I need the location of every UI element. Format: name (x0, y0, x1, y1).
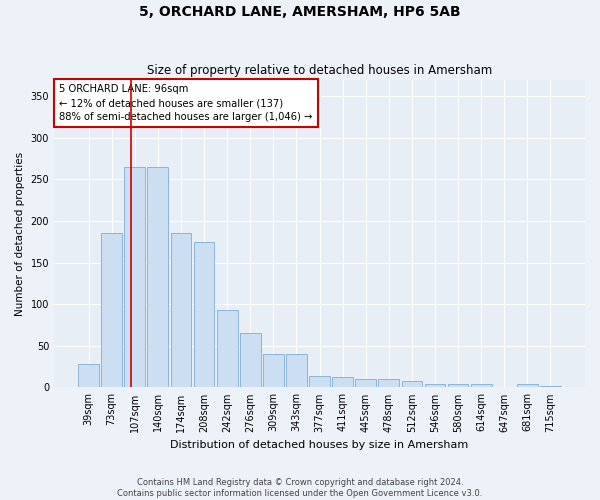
Bar (194, 242, 214, 388)
Text: Contains HM Land Registry data © Crown copyright and database right 2024.
Contai: Contains HM Land Registry data © Crown c… (118, 478, 482, 498)
Bar (517, 384, 538, 388)
Bar (101, 234, 122, 388)
Y-axis label: Number of detached properties: Number of detached properties (15, 152, 25, 316)
Bar (355, 379, 376, 388)
Bar (401, 381, 422, 388)
X-axis label: Distribution of detached houses by size in Amersham: Distribution of detached houses by size … (170, 440, 469, 450)
Bar (494, 386, 515, 388)
Bar (309, 376, 330, 388)
Bar (78, 364, 99, 388)
Bar (286, 354, 307, 388)
Bar (540, 386, 561, 388)
Title: Size of property relative to detached houses in Amersham: Size of property relative to detached ho… (147, 64, 492, 77)
Bar (379, 379, 399, 388)
Text: 5 ORCHARD LANE: 96sqm
← 12% of detached houses are smaller (137)
88% of semi-det: 5 ORCHARD LANE: 96sqm ← 12% of detached … (59, 84, 313, 122)
Bar (217, 310, 238, 388)
Bar (148, 167, 168, 388)
Bar (263, 354, 284, 388)
Text: 5, ORCHARD LANE, AMERSHAM, HP6 5AB: 5, ORCHARD LANE, AMERSHAM, HP6 5AB (139, 5, 461, 19)
Bar (471, 384, 491, 388)
Bar (448, 384, 469, 388)
Bar (240, 334, 260, 388)
Bar (124, 167, 145, 388)
Bar (170, 234, 191, 388)
Bar (425, 384, 445, 388)
Bar (332, 378, 353, 388)
